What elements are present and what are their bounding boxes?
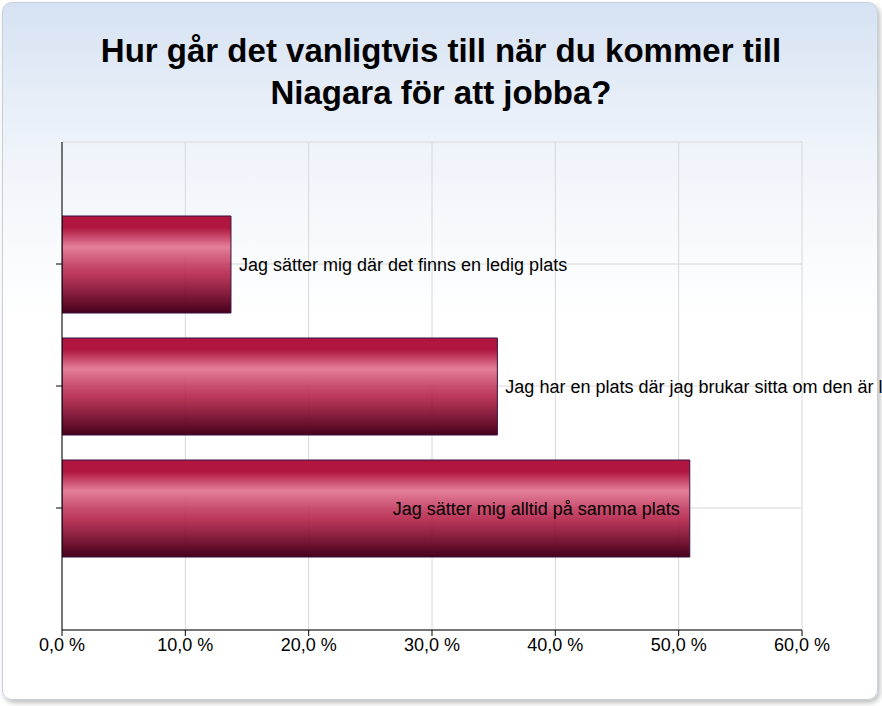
svg-text:Jag sätter mig där det finns e: Jag sätter mig där det finns en ledig pl… xyxy=(239,255,567,275)
svg-text:Jag sätter mig alltid på samma: Jag sätter mig alltid på samma plats xyxy=(393,499,680,519)
svg-text:30,0 %: 30,0 % xyxy=(404,635,460,655)
svg-text:10,0 %: 10,0 % xyxy=(157,635,213,655)
svg-text:0,0 %: 0,0 % xyxy=(39,635,85,655)
svg-text:60,0 %: 60,0 % xyxy=(774,635,830,655)
svg-text:Jag har en plats där jag bruka: Jag har en plats där jag brukar sitta om… xyxy=(505,377,874,397)
svg-text:50,0 %: 50,0 % xyxy=(651,635,707,655)
svg-text:20,0 %: 20,0 % xyxy=(281,635,337,655)
svg-text:40,0 %: 40,0 % xyxy=(527,635,583,655)
html-text:Hur går det vanligtvis till nä: Hur går det vanligtvis till när du komme… xyxy=(100,32,782,111)
